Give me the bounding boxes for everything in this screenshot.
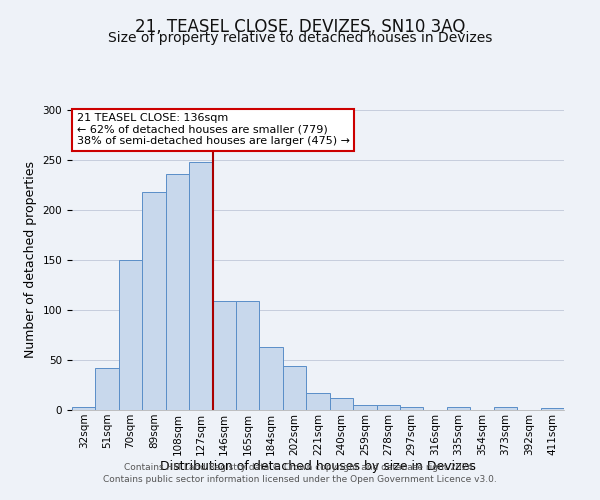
- Bar: [447, 407, 470, 410]
- Text: Contains HM Land Registry data © Crown copyright and database right 2024.: Contains HM Land Registry data © Crown c…: [124, 464, 476, 472]
- Bar: [212, 301, 236, 410]
- X-axis label: Distribution of detached houses by size in Devizes: Distribution of detached houses by size …: [160, 460, 476, 473]
- Text: 21 TEASEL CLOSE: 136sqm
← 62% of detached houses are smaller (779)
38% of semi-d: 21 TEASEL CLOSE: 136sqm ← 62% of detache…: [77, 113, 350, 146]
- Bar: [166, 174, 189, 410]
- Bar: [236, 301, 259, 410]
- Bar: [494, 407, 517, 410]
- Bar: [119, 260, 142, 410]
- Y-axis label: Number of detached properties: Number of detached properties: [24, 162, 37, 358]
- Bar: [142, 192, 166, 410]
- Bar: [330, 398, 353, 410]
- Bar: [400, 407, 424, 410]
- Bar: [541, 408, 564, 410]
- Text: Size of property relative to detached houses in Devizes: Size of property relative to detached ho…: [108, 31, 492, 45]
- Bar: [306, 393, 330, 410]
- Bar: [377, 405, 400, 410]
- Text: Contains public sector information licensed under the Open Government Licence v3: Contains public sector information licen…: [103, 474, 497, 484]
- Bar: [95, 368, 119, 410]
- Bar: [72, 407, 95, 410]
- Text: 21, TEASEL CLOSE, DEVIZES, SN10 3AQ: 21, TEASEL CLOSE, DEVIZES, SN10 3AQ: [135, 18, 465, 36]
- Bar: [189, 162, 212, 410]
- Bar: [259, 347, 283, 410]
- Bar: [283, 366, 306, 410]
- Bar: [353, 405, 377, 410]
